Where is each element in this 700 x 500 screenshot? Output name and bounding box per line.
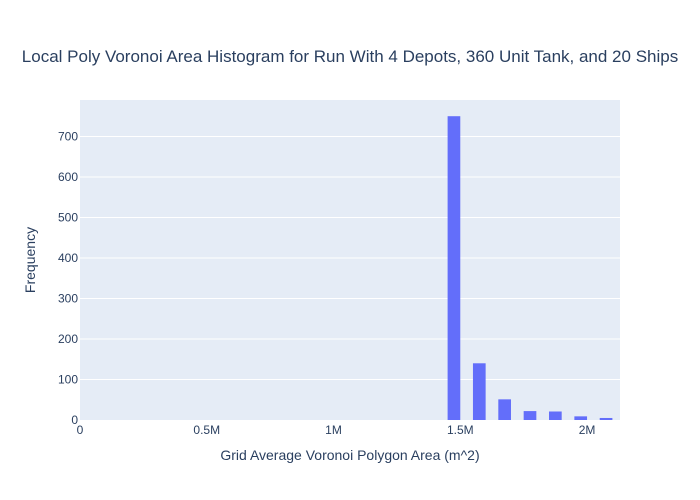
histogram-bar[interactable] — [549, 411, 562, 420]
y-axis-title: Frequency — [22, 227, 38, 293]
y-tick-label: 700 — [58, 129, 78, 143]
x-axis-ticks: 0 0.5M 1M 1.5M 2M — [77, 423, 596, 437]
histogram-bar[interactable] — [498, 399, 511, 420]
y-tick-label: 100 — [58, 372, 78, 386]
histogram-bars — [447, 116, 613, 421]
histogram-bar[interactable] — [472, 363, 486, 420]
x-tick-label: 1M — [325, 423, 342, 437]
x-tick-label: 0 — [77, 423, 84, 437]
x-tick-label: 1.5M — [447, 423, 474, 437]
histogram-bar[interactable] — [447, 116, 461, 421]
x-tick-label: 2M — [579, 423, 596, 437]
y-gridlines — [80, 135, 620, 380]
y-tick-label: 300 — [58, 291, 78, 305]
histogram-bar[interactable] — [523, 411, 537, 420]
x-tick-label: 0.5M — [193, 423, 220, 437]
x-axis-title: Grid Average Voronoi Polygon Area (m^2) — [220, 447, 479, 463]
histogram-bar[interactable] — [599, 417, 613, 420]
y-tick-label: 200 — [58, 332, 78, 346]
plot-area — [80, 100, 620, 420]
chart-title: Local Poly Voronoi Area Histogram for Ru… — [22, 47, 678, 66]
y-axis-ticks: 0 100 200 300 400 500 600 700 — [58, 129, 78, 427]
y-tick-label: 600 — [58, 170, 78, 184]
y-tick-label: 0 — [71, 413, 78, 427]
y-tick-label: 500 — [58, 210, 78, 224]
y-tick-label: 400 — [58, 251, 78, 265]
histogram-bar[interactable] — [574, 416, 588, 420]
